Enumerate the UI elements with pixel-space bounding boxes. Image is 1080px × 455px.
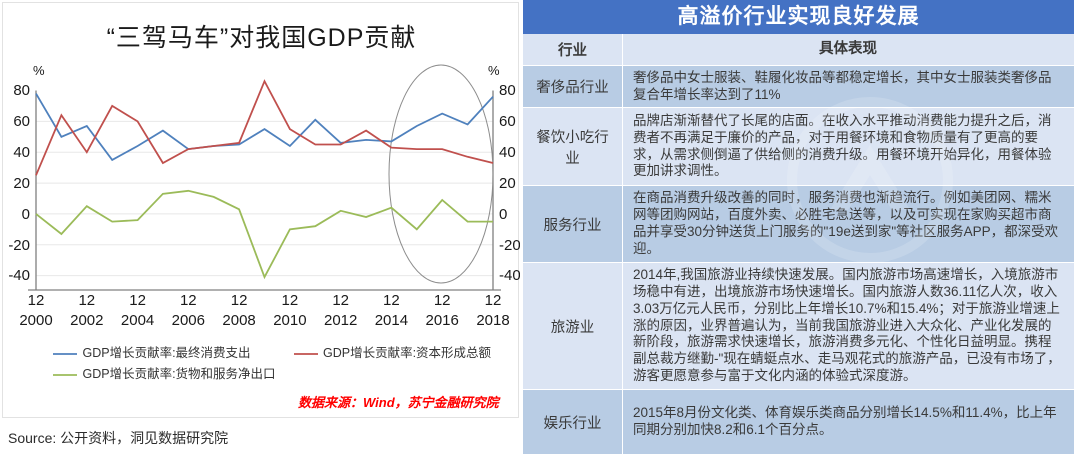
svg-text:12: 12 xyxy=(383,292,400,309)
svg-text:2018: 2018 xyxy=(476,312,509,329)
svg-text:12: 12 xyxy=(332,292,349,309)
svg-text:-20: -20 xyxy=(8,237,30,254)
svg-text:40: 40 xyxy=(499,144,516,161)
svg-text:2002: 2002 xyxy=(70,312,103,329)
svg-text:2004: 2004 xyxy=(121,312,154,329)
svg-text:0: 0 xyxy=(499,206,507,223)
svg-text:-40: -40 xyxy=(499,267,520,284)
svg-text:12: 12 xyxy=(434,292,451,309)
svg-text:12: 12 xyxy=(282,292,299,309)
svg-text:2006: 2006 xyxy=(172,312,205,329)
svg-text:80: 80 xyxy=(499,82,516,99)
svg-text:20: 20 xyxy=(499,175,516,192)
svg-text:12: 12 xyxy=(485,292,502,309)
svg-text:2016: 2016 xyxy=(426,312,459,329)
svg-text:12: 12 xyxy=(231,292,248,309)
svg-text:-40: -40 xyxy=(8,267,30,284)
svg-text:12: 12 xyxy=(28,292,45,309)
svg-text:2012: 2012 xyxy=(324,312,357,329)
svg-text:2008: 2008 xyxy=(222,312,255,329)
svg-text:60: 60 xyxy=(13,113,30,130)
svg-text:2014: 2014 xyxy=(375,312,408,329)
svg-text:12: 12 xyxy=(129,292,146,309)
svg-text:12: 12 xyxy=(78,292,95,309)
svg-text:12: 12 xyxy=(180,292,197,309)
svg-text:20: 20 xyxy=(13,175,30,192)
svg-text:2000: 2000 xyxy=(19,312,52,329)
svg-text:40: 40 xyxy=(13,144,30,161)
svg-text:%: % xyxy=(488,63,500,78)
svg-text:%: % xyxy=(33,63,45,78)
svg-text:-20: -20 xyxy=(499,237,520,254)
svg-text:60: 60 xyxy=(499,113,516,130)
svg-text:2010: 2010 xyxy=(273,312,306,329)
svg-text:80: 80 xyxy=(13,82,30,99)
svg-text:0: 0 xyxy=(22,206,30,223)
